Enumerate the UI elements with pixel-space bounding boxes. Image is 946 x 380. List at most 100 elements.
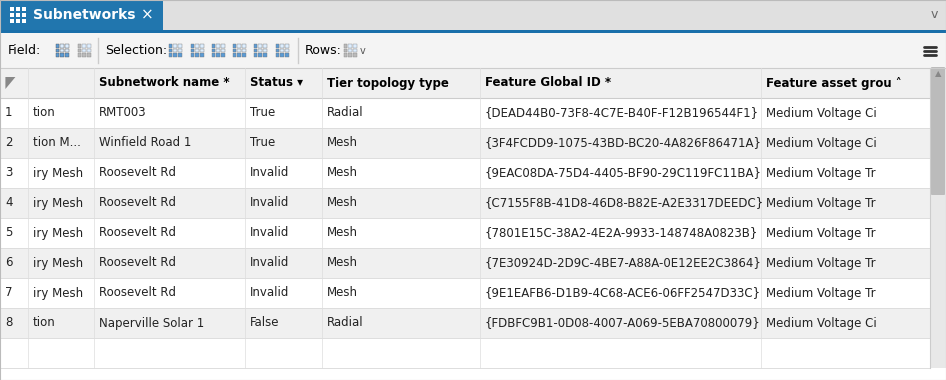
Text: 2: 2: [5, 136, 12, 149]
Text: Mesh: Mesh: [326, 287, 358, 299]
Text: Radial: Radial: [326, 106, 363, 119]
Text: 7: 7: [5, 287, 12, 299]
Text: Feature asset grou ˄: Feature asset grou ˄: [765, 76, 902, 90]
Text: Tier topology type: Tier topology type: [326, 76, 448, 90]
Bar: [195, 53, 199, 57]
Bar: [258, 49, 262, 52]
Bar: [168, 53, 172, 57]
Bar: [0, 158, 930, 188]
Text: Medium Voltage Ci: Medium Voltage Ci: [765, 106, 876, 119]
Bar: [217, 49, 219, 52]
Bar: [0, 308, 930, 338]
Text: iry Mesh: iry Mesh: [32, 287, 82, 299]
Bar: [190, 49, 194, 52]
Bar: [275, 49, 279, 52]
Bar: [10, 19, 14, 23]
Text: Feature Global ID *: Feature Global ID *: [484, 76, 611, 90]
Bar: [78, 44, 81, 48]
Bar: [254, 53, 257, 57]
Text: Field:: Field:: [8, 44, 42, 57]
Bar: [254, 44, 257, 48]
Bar: [82, 53, 86, 57]
Bar: [0, 248, 930, 278]
Bar: [82, 49, 86, 52]
Bar: [353, 44, 357, 48]
Text: Invalid: Invalid: [250, 196, 289, 209]
Bar: [275, 53, 279, 57]
Bar: [258, 44, 262, 48]
Bar: [348, 49, 352, 52]
Bar: [348, 53, 352, 57]
Text: 5: 5: [5, 226, 12, 239]
Bar: [0, 278, 930, 308]
Text: {C7155F8B-41D8-46D8-B82E-A2E3317DEEDC}: {C7155F8B-41D8-46D8-B82E-A2E3317DEEDC}: [484, 196, 764, 209]
Bar: [353, 53, 357, 57]
Bar: [56, 49, 60, 52]
Bar: [190, 53, 194, 57]
Bar: [173, 49, 177, 52]
Bar: [65, 49, 68, 52]
Bar: [263, 53, 267, 57]
Bar: [233, 44, 236, 48]
Text: iry Mesh: iry Mesh: [32, 166, 82, 179]
Text: ▲: ▲: [935, 70, 941, 79]
Bar: [280, 44, 284, 48]
Bar: [343, 44, 347, 48]
Text: False: False: [250, 317, 279, 329]
Bar: [61, 49, 63, 52]
Bar: [78, 53, 81, 57]
Text: Roosevelt Rd: Roosevelt Rd: [99, 256, 176, 269]
Text: {3F4FCDD9-1075-43BD-BC20-4A826F86471A}: {3F4FCDD9-1075-43BD-BC20-4A826F86471A}: [484, 136, 762, 149]
Bar: [200, 53, 203, 57]
Text: Medium Voltage Tr: Medium Voltage Tr: [765, 166, 875, 179]
Text: Radial: Radial: [326, 317, 363, 329]
Text: 4: 4: [5, 196, 12, 209]
Bar: [285, 49, 289, 52]
Text: {FDBFC9B1-0D08-4007-A069-5EBA70800079}: {FDBFC9B1-0D08-4007-A069-5EBA70800079}: [484, 317, 761, 329]
Text: 6: 6: [5, 256, 12, 269]
Bar: [78, 49, 81, 52]
Text: Invalid: Invalid: [250, 166, 289, 179]
Bar: [0, 0, 946, 30]
Bar: [56, 53, 60, 57]
Bar: [61, 44, 63, 48]
Bar: [195, 44, 199, 48]
Bar: [65, 53, 68, 57]
Text: iry Mesh: iry Mesh: [32, 226, 82, 239]
Bar: [212, 49, 215, 52]
Bar: [242, 44, 246, 48]
Bar: [242, 49, 246, 52]
Text: Invalid: Invalid: [250, 256, 289, 269]
Text: tion: tion: [32, 106, 55, 119]
Text: Roosevelt Rd: Roosevelt Rd: [99, 196, 176, 209]
Text: v: v: [360, 46, 366, 55]
Bar: [217, 44, 219, 48]
Text: Winfield Road 1: Winfield Road 1: [99, 136, 191, 149]
Bar: [0, 33, 946, 68]
Bar: [280, 49, 284, 52]
Bar: [217, 53, 219, 57]
Text: True: True: [250, 106, 275, 119]
Bar: [87, 49, 91, 52]
Text: ×: ×: [141, 8, 153, 22]
Bar: [233, 49, 236, 52]
Bar: [263, 44, 267, 48]
Bar: [285, 44, 289, 48]
Text: tion: tion: [32, 317, 55, 329]
Text: Medium Voltage Tr: Medium Voltage Tr: [765, 196, 875, 209]
Bar: [168, 49, 172, 52]
Bar: [220, 49, 224, 52]
Bar: [220, 53, 224, 57]
Text: Mesh: Mesh: [326, 136, 358, 149]
Bar: [16, 13, 20, 17]
Text: Medium Voltage Tr: Medium Voltage Tr: [765, 226, 875, 239]
Bar: [200, 49, 203, 52]
Bar: [237, 44, 241, 48]
Text: tion M...: tion M...: [32, 136, 80, 149]
Bar: [190, 44, 194, 48]
Bar: [65, 44, 68, 48]
Bar: [343, 49, 347, 52]
Bar: [0, 0, 163, 30]
Text: True: True: [250, 136, 275, 149]
Text: Status ▾: Status ▾: [250, 76, 303, 90]
